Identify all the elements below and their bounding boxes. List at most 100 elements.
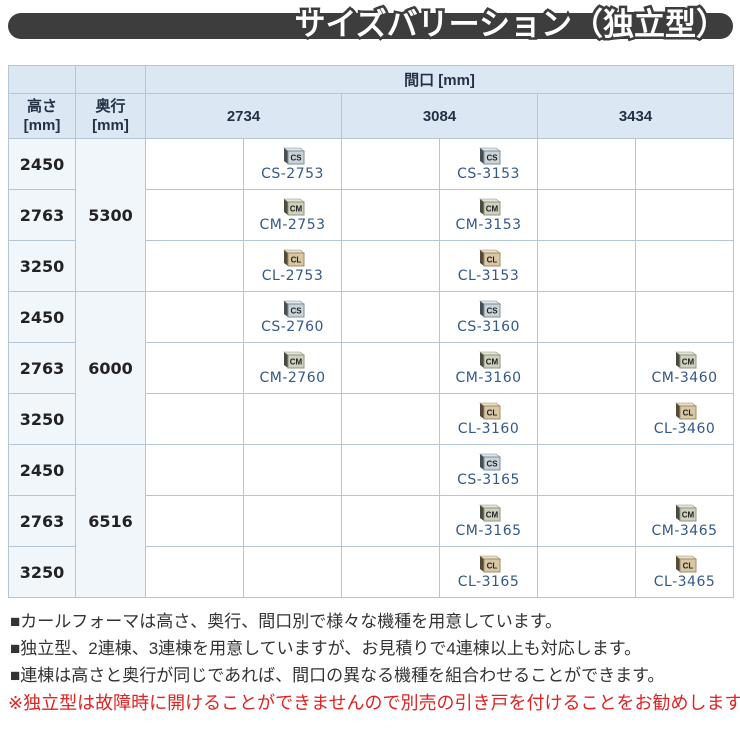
height-value: 3250 xyxy=(8,393,76,445)
product-cell[interactable]: CM CM-3465 xyxy=(634,495,735,547)
product-code: CM-3153 xyxy=(455,216,522,233)
empty-cell xyxy=(341,240,440,292)
product-cell[interactable]: CM CM-3165 xyxy=(439,495,538,547)
product-cell[interactable]: CS CS-3160 xyxy=(439,291,538,343)
product: CM CM-3465 xyxy=(651,503,717,539)
product-cell[interactable]: CM CM-3160 xyxy=(439,342,538,394)
depth-header: 奥行 [mm] xyxy=(75,93,146,139)
maguchi-col-header-2734: 2734 xyxy=(145,93,342,139)
product: CS CS-2760 xyxy=(261,299,324,335)
product-code: CM-3465 xyxy=(651,522,718,539)
cm-product-icon: CM xyxy=(675,504,697,521)
product-code: CM-3460 xyxy=(651,369,718,386)
product: CS CS-3153 xyxy=(457,146,520,182)
empty-cell xyxy=(537,291,636,343)
empty-cell xyxy=(341,138,440,190)
product: CL CL-3160 xyxy=(458,401,520,437)
page-title: サイズバリーション（独立型） xyxy=(292,5,729,45)
product-cell[interactable]: CL CL-3165 xyxy=(439,546,538,598)
empty-cell xyxy=(634,240,735,292)
header-corner-cell xyxy=(8,65,76,94)
height-value: 2450 xyxy=(8,291,76,343)
empty-cell xyxy=(145,189,244,241)
product-cell[interactable]: CL CL-3460 xyxy=(634,393,735,445)
height-header: 高さ [mm] xyxy=(8,93,76,139)
table-row: 3250 CL CL-3165 CL CL-3465 xyxy=(8,546,735,598)
product-code: CM-2760 xyxy=(259,369,326,386)
depth-value: 5300 xyxy=(75,138,146,292)
product-cell[interactable]: CM CM-2753 xyxy=(243,189,342,241)
empty-cell xyxy=(537,393,636,445)
svg-text:CL: CL xyxy=(487,561,498,570)
product-code: CL-3165 xyxy=(457,573,520,590)
svg-text:CM: CM xyxy=(486,357,499,366)
cm-product-icon: CM xyxy=(479,504,501,521)
product-code: CS-3153 xyxy=(457,165,520,182)
product-cell[interactable]: CL CL-2753 xyxy=(243,240,342,292)
svg-text:CL: CL xyxy=(683,561,694,570)
product-cell[interactable]: CM CM-2760 xyxy=(243,342,342,394)
cl-product-icon: CL xyxy=(283,249,305,266)
cs-product-icon: CS xyxy=(283,147,305,164)
empty-cell xyxy=(145,342,244,394)
product: CM CM-3160 xyxy=(455,350,521,386)
svg-text:CS: CS xyxy=(290,153,302,162)
size-variation-table: 間口 [mm] 高さ [mm] 奥行 [mm] 2734 3084 3434 2… xyxy=(8,65,735,598)
depth-value: 6000 xyxy=(75,291,146,445)
table-row: 3250 CL CL-3160 CL CL-3460 xyxy=(8,393,735,445)
empty-cell xyxy=(145,240,244,292)
product-cell[interactable]: CS CS-3165 xyxy=(439,444,538,496)
table-row: 2763 CM CM-2760 CM CM-3160 CM CM-3460 xyxy=(8,342,735,394)
empty-cell xyxy=(634,444,735,496)
product-cell[interactable]: CS CS-2760 xyxy=(243,291,342,343)
product: CS CS-2753 xyxy=(261,146,324,182)
empty-cell xyxy=(537,342,636,394)
empty-cell xyxy=(243,495,342,547)
empty-cell xyxy=(145,393,244,445)
product-code: CM-2753 xyxy=(259,216,326,233)
product-cell[interactable]: CM CM-3460 xyxy=(634,342,735,394)
product-cell[interactable]: CS CS-3153 xyxy=(439,138,538,190)
empty-cell xyxy=(341,342,440,394)
svg-text:CL: CL xyxy=(291,255,302,264)
cm-product-icon: CM xyxy=(283,198,305,215)
depth-value: 6516 xyxy=(75,444,146,598)
product-code: CL-2753 xyxy=(261,267,324,284)
svg-text:CS: CS xyxy=(290,306,302,315)
svg-text:CS: CS xyxy=(486,306,498,315)
empty-cell xyxy=(537,138,636,190)
note-line-2: ■独立型、2連棟、3連棟を用意していますが、お見積りで4連棟以上も対応します。 xyxy=(10,639,642,658)
empty-cell xyxy=(145,546,244,598)
product: CL CL-3165 xyxy=(458,554,520,590)
cs-product-icon: CS xyxy=(283,300,305,317)
product-code: CL-3465 xyxy=(653,573,716,590)
empty-cell xyxy=(243,546,342,598)
product-code: CS-2753 xyxy=(261,165,324,182)
product-cell[interactable]: CS CS-2753 xyxy=(243,138,342,190)
cl-product-icon: CL xyxy=(675,402,697,419)
size-table-body: 2450 5300 CS CS-2753 CS CS-3153 2763 CM CM-2753 C… xyxy=(8,138,735,598)
empty-cell xyxy=(634,189,735,241)
table-row: 2450 5300 CS CS-2753 CS CS-3153 xyxy=(8,138,735,292)
product-cell[interactable]: CL CL-3160 xyxy=(439,393,538,445)
cs-product-icon: CS xyxy=(479,300,501,317)
empty-cell xyxy=(145,495,244,547)
empty-cell xyxy=(341,189,440,241)
cm-product-icon: CM xyxy=(675,351,697,368)
cs-product-icon: CS xyxy=(479,147,501,164)
table-row: 2450 6516 CS CS-3165 xyxy=(8,444,735,598)
cm-product-icon: CM xyxy=(479,351,501,368)
empty-cell xyxy=(341,291,440,343)
product-code: CL-3160 xyxy=(457,420,520,437)
product-cell[interactable]: CM CM-3153 xyxy=(439,189,538,241)
title-bar: サイズバリーション（独立型） xyxy=(8,5,733,45)
note-line-1: ■カールフォーマは高さ、奥行、間口別で様々な機種を用意しています。 xyxy=(10,612,563,631)
table-row: 2450 6000 CS CS-2760 CS CS-3160 xyxy=(8,291,735,445)
table-header-row-span: 間口 [mm] xyxy=(8,65,735,94)
table-row: 2763 CM CM-3165 CM CM-3465 xyxy=(8,495,735,547)
product-cell[interactable]: CL CL-3465 xyxy=(634,546,735,598)
product: CM CM-3153 xyxy=(455,197,521,233)
empty-cell xyxy=(537,189,636,241)
empty-cell xyxy=(634,291,735,343)
product-cell[interactable]: CL CL-3153 xyxy=(439,240,538,292)
